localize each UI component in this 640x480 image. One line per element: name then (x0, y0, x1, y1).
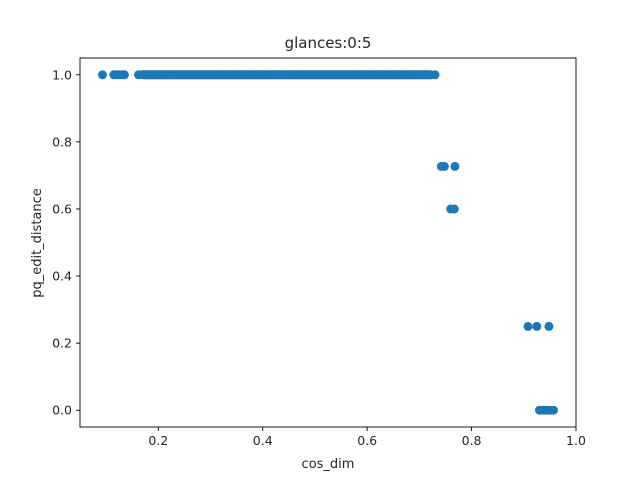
y-tick-label: 0.4 (52, 269, 72, 284)
data-points (98, 70, 558, 415)
x-axis-ticks: 0.2 0.4 0.6 0.8 1.0 (148, 427, 586, 448)
x-tick-label: 0.4 (253, 433, 273, 448)
scatter-point (549, 405, 558, 415)
y-tick-label: 0.8 (52, 134, 72, 149)
scatter-point (439, 161, 449, 171)
y-axis-ticks: 0.0 0.2 0.4 0.6 0.8 1.0 (52, 67, 80, 418)
scatter-point (523, 321, 533, 331)
y-tick-label: 0.2 (52, 336, 72, 351)
x-tick-label: 0.2 (148, 433, 168, 448)
scatter-point (450, 161, 460, 171)
dense-point-band (137, 70, 435, 80)
x-axis-label: cos_dim (302, 457, 355, 472)
y-tick-label: 1.0 (52, 67, 72, 82)
scatter-point (98, 70, 107, 80)
scatter-point (544, 321, 554, 331)
x-tick-label: 0.8 (462, 433, 482, 448)
y-tick-label: 0.6 (52, 201, 72, 216)
plot-area-frame (79, 57, 577, 428)
y-tick-label: 0.0 (52, 403, 72, 418)
scatter-point (119, 70, 129, 80)
scatter-point (449, 204, 459, 214)
x-tick-label: 1.0 (566, 433, 586, 448)
x-tick-label: 0.6 (357, 433, 377, 448)
chart-title: glances:0:5 (285, 34, 372, 52)
scatter-point (532, 321, 542, 331)
y-axis-label: pq_edit_distance (30, 188, 45, 298)
